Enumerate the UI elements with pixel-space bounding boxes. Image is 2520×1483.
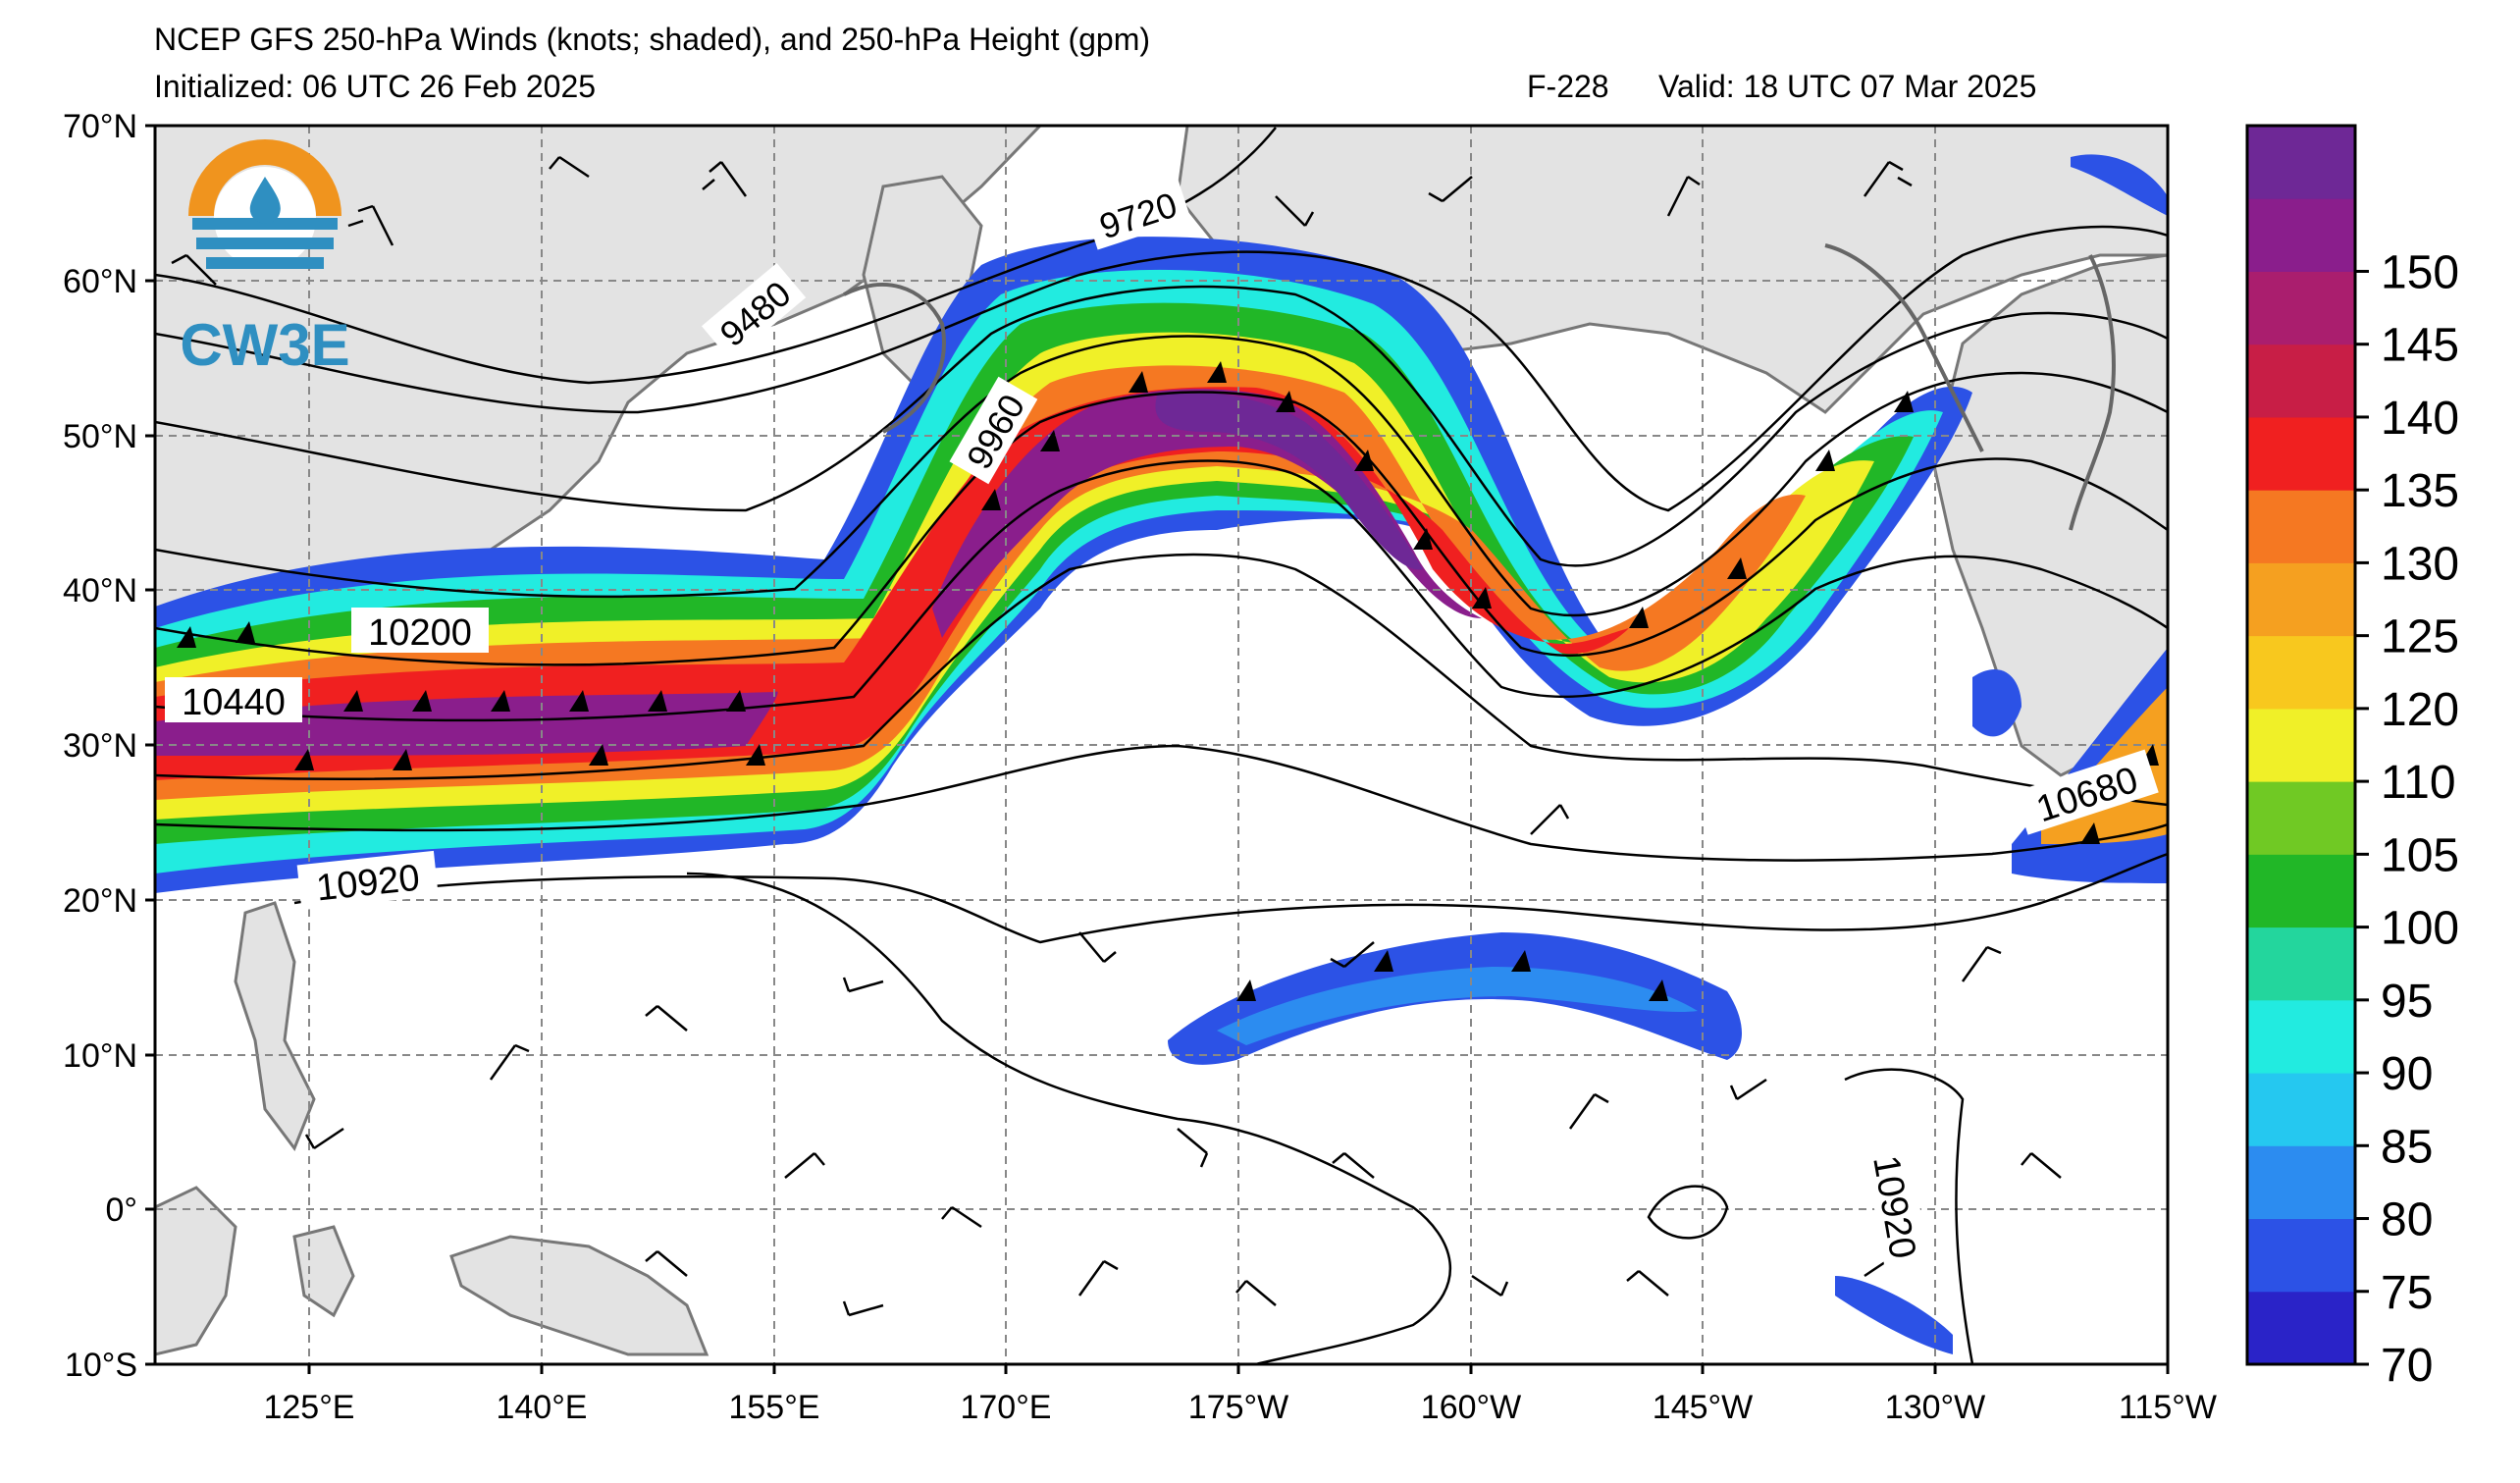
lat-label-20n: 20°N <box>63 882 137 920</box>
colorbar-tick-label: 110 <box>2381 757 2456 809</box>
lat-label-10s: 10°S <box>65 1347 137 1384</box>
colorbar-segment <box>2247 999 2355 1074</box>
height-contours <box>155 127 2168 1364</box>
colorbar-tick-label: 75 <box>2381 1267 2433 1319</box>
lat-label-40n: 40°N <box>63 572 137 609</box>
lon-labels: 125°E 140°E 155°E 170°E 175°W 160°W 145°… <box>263 1389 2216 1426</box>
colorbar-segment <box>2247 781 2355 855</box>
colorbar-tick-label: 140 <box>2381 393 2459 445</box>
lon-label-160w: 160°W <box>1421 1389 1521 1426</box>
colorbar-tick-label: 105 <box>2381 829 2459 881</box>
colorbar-tick-label: 95 <box>2381 976 2433 1028</box>
lat-label-0: 0° <box>105 1192 137 1229</box>
forecast-hour: F-228 <box>1527 69 1609 104</box>
colorbar-tick-label: 120 <box>2381 684 2459 736</box>
colorbar-segment <box>2247 562 2355 637</box>
colorbar <box>2247 126 2355 1365</box>
lon-label-145w: 145°W <box>1653 1389 1753 1426</box>
colorbar-segment <box>2247 126 2355 199</box>
lon-label-170e: 170°E <box>960 1389 1051 1426</box>
lon-label-175w: 175°W <box>1188 1389 1288 1426</box>
colorbar-tick-label: 70 <box>2381 1340 2433 1392</box>
colorbar-segment <box>2247 854 2355 928</box>
map-title: NCEP GFS 250-hPa Winds (knots; shaded), … <box>154 22 1151 57</box>
contour-label-10200: 10200 <box>368 612 472 654</box>
init-time: Initialized: 06 UTC 26 Feb 2025 <box>154 69 597 104</box>
colorbar-tick-label: 135 <box>2381 465 2459 517</box>
lon-label-140e: 140°E <box>496 1389 587 1426</box>
colorbar-segment <box>2247 490 2355 563</box>
lat-labels: 70°N 60°N 50°N 40°N 30°N 20°N 10°N 0° 10… <box>63 108 137 1384</box>
colorbar-segment <box>2247 1073 2355 1146</box>
contour-label-10440: 10440 <box>182 682 286 723</box>
valid-time: Valid: 18 UTC 07 Mar 2025 <box>1658 69 2037 104</box>
colorbar-tick-label: 130 <box>2381 538 2459 590</box>
colorbar-segment <box>2247 708 2355 782</box>
colorbar-segment <box>2247 927 2355 1001</box>
colorbar-frame <box>2245 124 2357 1366</box>
lat-label-70n: 70°N <box>63 108 137 145</box>
colorbar-segment <box>2247 1218 2355 1293</box>
lat-label-10n: 10°N <box>63 1037 137 1075</box>
colorbar-segment <box>2247 416 2355 491</box>
lat-label-60n: 60°N <box>63 263 137 300</box>
coastlines <box>843 243 2116 531</box>
lat-label-50n: 50°N <box>63 418 137 455</box>
colorbar-tick-label: 85 <box>2381 1121 2433 1173</box>
lat-label-30n: 30°N <box>63 727 137 765</box>
colorbar-segment <box>2247 1145 2355 1220</box>
wind-pennants <box>177 361 2159 1001</box>
colorbar-segment <box>2247 1291 2355 1365</box>
logo-text: CW3E <box>180 312 349 378</box>
colorbar-tick-label: 90 <box>2381 1048 2433 1100</box>
colorbar-tick-label: 150 <box>2381 246 2459 298</box>
colorbar-labels: 70 75 80 85 90 95 100 105 110 120 125 130 135 140 145 1… <box>2355 246 2459 1392</box>
gridlines <box>155 126 2168 1364</box>
cw3e-logo: CW3E <box>180 139 350 378</box>
colorbar-tick-label: 125 <box>2381 611 2459 663</box>
colorbar-segment <box>2247 344 2355 418</box>
colorbar-tick-label: 80 <box>2381 1194 2433 1246</box>
colorbar-tick-label: 100 <box>2381 903 2459 955</box>
lon-label-125e: 125°E <box>263 1389 354 1426</box>
colorbar-segment <box>2247 271 2355 345</box>
colorbar-segment <box>2247 198 2355 272</box>
lon-label-115w: 115°W <box>2119 1389 2217 1426</box>
lon-label-130w: 130°W <box>1885 1389 1985 1426</box>
colorbar-tick-label: 145 <box>2381 320 2459 372</box>
wind-barbs <box>171 155 2062 1317</box>
axis-ticks <box>145 124 2170 1374</box>
land-masses <box>155 126 2168 1356</box>
colorbar-segment <box>2247 635 2355 710</box>
lon-label-155e: 155°E <box>728 1389 819 1426</box>
